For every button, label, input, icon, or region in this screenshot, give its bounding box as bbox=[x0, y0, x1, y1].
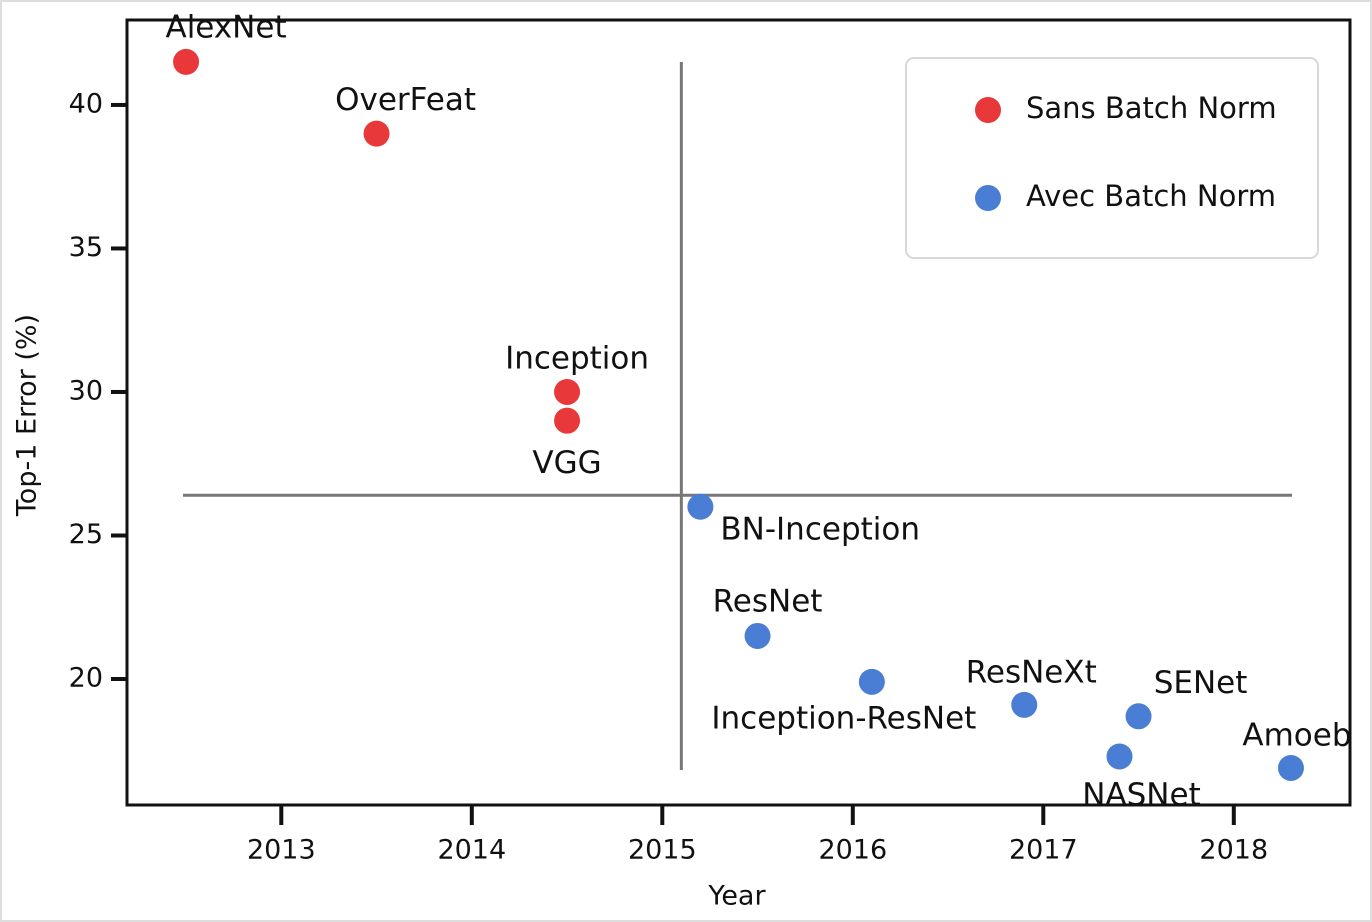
point-label: Inception bbox=[505, 340, 649, 376]
point bbox=[687, 493, 714, 520]
point-label: NASNet bbox=[1082, 777, 1201, 813]
point bbox=[744, 622, 771, 649]
point-label: Amoeb bbox=[1242, 717, 1351, 753]
point-label: ResNeXt bbox=[966, 654, 1097, 690]
legend-box bbox=[905, 57, 1319, 259]
y-axis-title: Top-1 Error (%) bbox=[12, 314, 43, 517]
point bbox=[363, 120, 390, 147]
point-label: SENet bbox=[1154, 665, 1248, 701]
point bbox=[554, 407, 581, 434]
point bbox=[858, 668, 885, 695]
x-tick-label: 2018 bbox=[1199, 835, 1268, 866]
point-label: VGG bbox=[532, 445, 601, 481]
legend-marker bbox=[975, 185, 1001, 211]
x-tick-label: 2017 bbox=[1009, 835, 1078, 866]
point-label: OverFeat bbox=[335, 82, 476, 118]
plot-frame bbox=[125, 18, 1352, 807]
x-tick-label: 2016 bbox=[818, 835, 887, 866]
x-axis-title: Year bbox=[707, 881, 766, 912]
x-tick-label: 2014 bbox=[437, 835, 506, 866]
point bbox=[1106, 743, 1133, 770]
y-tick-label: 40 bbox=[69, 88, 103, 119]
point-label: BN-Inception bbox=[720, 511, 920, 547]
y-tick-label: 20 bbox=[69, 662, 103, 693]
y-tick-label: 25 bbox=[69, 519, 103, 550]
y-tick-label: 30 bbox=[69, 375, 103, 406]
y-tick-label: 35 bbox=[69, 232, 103, 263]
legend-label: Avec Batch Norm bbox=[1026, 179, 1276, 213]
point bbox=[1125, 703, 1152, 730]
point bbox=[1277, 754, 1304, 781]
point-label: AlexNet bbox=[165, 9, 286, 45]
x-tick-label: 2015 bbox=[628, 835, 697, 866]
point-label: ResNet bbox=[713, 583, 823, 619]
point bbox=[173, 48, 200, 75]
x-tick-label: 2013 bbox=[247, 835, 316, 866]
point-label: Inception-ResNet bbox=[711, 700, 976, 736]
point bbox=[554, 378, 581, 405]
point bbox=[1011, 691, 1038, 718]
legend-marker bbox=[975, 97, 1001, 123]
legend-label: Sans Batch Norm bbox=[1026, 91, 1277, 125]
